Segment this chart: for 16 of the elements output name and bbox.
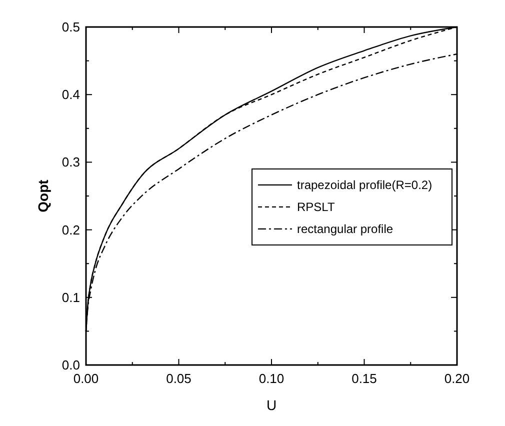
x-axis-title: U — [266, 397, 277, 413]
y-tick-label: 0.4 — [62, 87, 80, 102]
y-axis-title: Qopt — [35, 179, 51, 212]
legend-label: trapezoidal profile(R=0.2) — [297, 178, 432, 192]
y-tick-label: 0.3 — [62, 154, 80, 170]
legend-label: rectangular profile — [297, 222, 394, 236]
y-tick-label: 0.0 — [62, 358, 80, 372]
x-tick-label: 0.15 — [352, 371, 377, 386]
y-tick-label: 0.5 — [62, 20, 80, 34]
x-tick-label: 0.00 — [73, 371, 99, 386]
y-tick-label: 0.1 — [62, 290, 80, 305]
x-tick-label: 0.10 — [258, 371, 284, 386]
x-tick-label: 0.05 — [166, 371, 192, 386]
legend-label: RPSLT — [297, 200, 336, 214]
x-tick-label: 0.20 — [444, 371, 470, 386]
y-tick-label: 0.2 — [62, 222, 80, 238]
